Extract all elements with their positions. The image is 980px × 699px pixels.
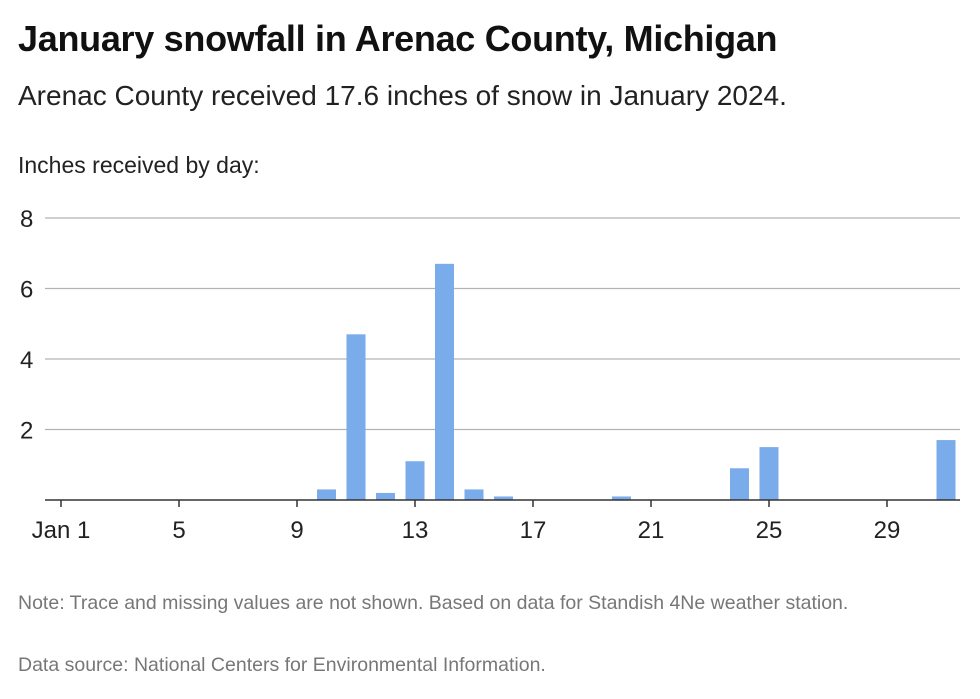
bar-jan-13 — [405, 461, 425, 500]
chart-subtitle: Arenac County received 17.6 inches of sn… — [18, 80, 787, 111]
bar-jan-16 — [494, 496, 513, 500]
bar-jan-31 — [936, 440, 956, 500]
bar-jan-14 — [435, 263, 454, 500]
x-tick-label: 25 — [756, 517, 783, 544]
chart-title: January snowfall in Arenac County, Michi… — [18, 18, 778, 59]
x-tick-label: 9 — [290, 517, 303, 544]
bar-jan-10 — [317, 489, 336, 500]
y-tick-label: 4 — [20, 347, 33, 374]
gridlines: 2 4 6 8 — [20, 206, 960, 445]
bar-jan-15 — [464, 489, 484, 500]
x-tick-label: 5 — [172, 517, 185, 544]
chart-note: Note: Trace and missing values are not s… — [18, 592, 849, 614]
bar-jan-25 — [759, 447, 779, 500]
x-tick-label: Jan 1 — [32, 517, 91, 544]
x-tick-label: 21 — [638, 517, 665, 544]
bar-jan-24 — [730, 468, 749, 500]
bars — [317, 263, 956, 500]
bar-jan-12 — [376, 492, 395, 500]
y-tick-label: 8 — [20, 206, 33, 233]
y-tick-label: 6 — [20, 277, 33, 304]
x-tick-label: 17 — [520, 517, 547, 544]
bar-jan-11 — [346, 334, 366, 500]
x-axis: Jan 1 5 9 13 17 21 25 29 — [32, 499, 960, 544]
x-tick-label: 29 — [874, 517, 901, 544]
bar-jan-20 — [612, 496, 631, 500]
snowfall-bar-chart: 2 4 6 8 Jan 1 5 9 13 17 21 25 29 — [20, 206, 960, 544]
y-axis-label: Inches received by day: — [18, 152, 260, 178]
y-tick-label: 2 — [20, 418, 33, 445]
data-source: Data source: National Centers for Enviro… — [18, 654, 546, 676]
x-tick-label: 13 — [402, 517, 429, 544]
